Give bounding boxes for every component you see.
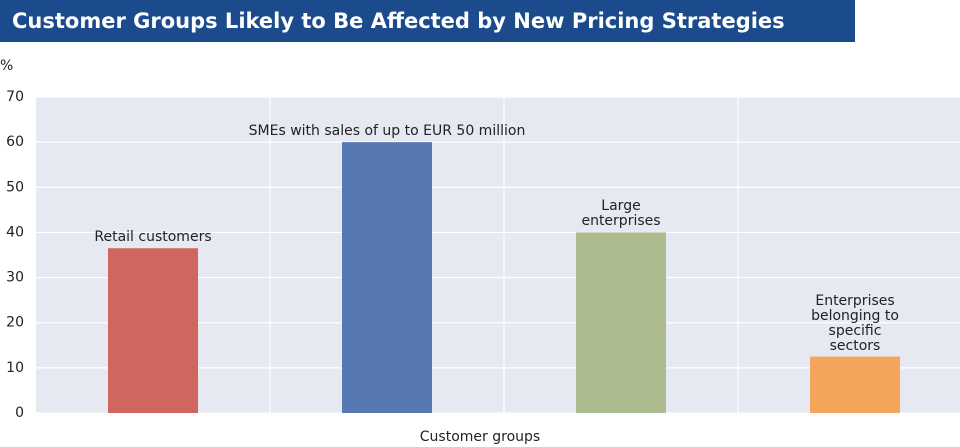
y-tick-label: 30 bbox=[6, 270, 24, 286]
bar bbox=[576, 232, 666, 413]
y-tick-label: 60 bbox=[6, 134, 24, 150]
y-unit: % bbox=[0, 58, 13, 74]
bar bbox=[342, 142, 432, 413]
chart-title: Customer Groups Likely to Be Affected by… bbox=[0, 0, 855, 42]
bar bbox=[108, 248, 198, 413]
bar bbox=[810, 356, 900, 413]
category-label: SMEs with sales of up to EUR 50 million bbox=[248, 123, 526, 140]
y-tick-label: 40 bbox=[6, 224, 24, 240]
category-label: Enterprises belonging to specific sector… bbox=[811, 292, 899, 354]
y-tick-label: 0 bbox=[15, 405, 24, 421]
category-label: Large enterprises bbox=[581, 198, 661, 230]
y-tick-label: 50 bbox=[6, 179, 24, 195]
category-label: Retail customers bbox=[94, 229, 212, 246]
y-tick-label: 70 bbox=[6, 89, 24, 105]
x-axis-label: Customer groups bbox=[420, 429, 540, 445]
y-tick-label: 10 bbox=[6, 360, 24, 376]
y-tick-label: 20 bbox=[6, 315, 24, 331]
